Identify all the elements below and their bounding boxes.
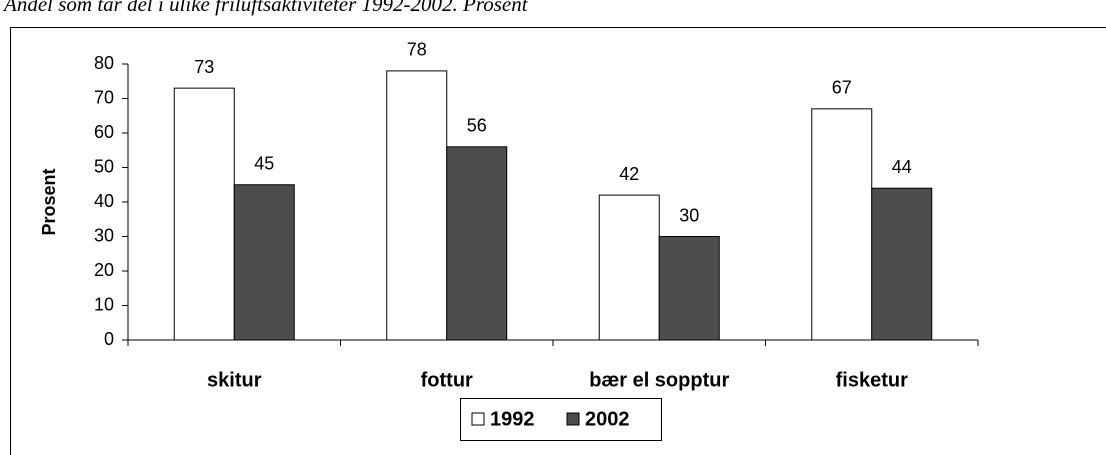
legend-box: [460, 398, 662, 441]
y-tick-label: 0: [104, 329, 114, 349]
bar: [386, 70, 448, 341]
chart-title: Andel som tar del i ulike friluftsaktivi…: [2, 0, 529, 16]
y-tick-label: 80: [94, 53, 114, 73]
data-label: 56: [467, 116, 487, 136]
y-tick-label: 60: [94, 122, 114, 142]
chart-frame: [10, 27, 1106, 455]
data-label: 73: [194, 57, 214, 77]
y-tick-label: 50: [94, 156, 114, 176]
y-tick-label: 10: [94, 294, 114, 314]
legend-swatch: [471, 412, 485, 426]
bar: [658, 236, 720, 341]
bar: [446, 146, 508, 341]
data-label: 42: [619, 164, 639, 184]
y-tick-label: 40: [94, 191, 114, 211]
legend-label: 2002: [585, 408, 630, 430]
bar: [871, 187, 933, 341]
x-tick-label: fisketur: [836, 369, 908, 391]
x-tick-label: skitur: [207, 369, 262, 391]
x-tick-label: fottur: [421, 369, 473, 391]
data-label: 30: [679, 205, 699, 225]
bar: [233, 184, 295, 341]
y-axis-label: Prosent: [39, 168, 59, 235]
data-label: 67: [832, 78, 852, 98]
data-label: 45: [254, 154, 274, 174]
y-tick-label: 20: [94, 260, 114, 280]
data-label: 44: [892, 157, 912, 177]
x-tick-label: bær el sopptur: [589, 369, 729, 391]
data-label: 78: [407, 40, 427, 60]
bar: [811, 108, 873, 341]
legend-swatch: [566, 412, 580, 426]
legend-label: 1992: [490, 408, 535, 430]
bar: [598, 194, 660, 341]
y-tick-label: 30: [94, 225, 114, 245]
y-tick-label: 70: [94, 87, 114, 107]
bar: [173, 87, 235, 341]
